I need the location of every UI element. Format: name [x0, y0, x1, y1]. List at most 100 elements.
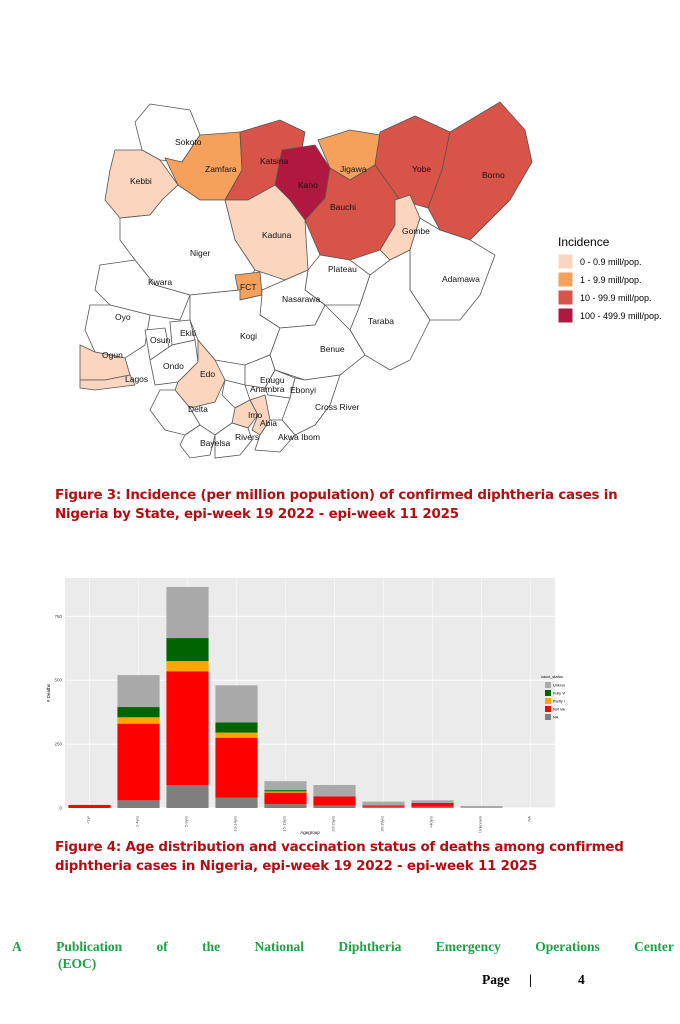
state-shape-borno [427, 101, 533, 241]
publication-footer: A Publication of the National Diphtheria Emerg… [12, 938, 674, 972]
state-label-kaduna: Kaduna [262, 230, 292, 240]
bar-5-9yrs-na [166, 785, 209, 808]
bar-1-4yrs-not-vacc [117, 723, 160, 801]
state-label-plateau: Plateau [328, 264, 357, 274]
state-shape-imo [231, 399, 259, 429]
x-tick-label-30-39yrs: 30-39yrs [380, 816, 385, 832]
chart-legend-label-not-vacc: Not Vacc [553, 708, 565, 712]
state-label-fct: FCT [240, 282, 257, 292]
bar-10-14yrs-partly-vacc [215, 732, 258, 738]
state-label-gombe: Gombe [402, 226, 430, 236]
bar-30-39yrs-na [362, 806, 405, 808]
y-axis-label: # Deaths [46, 683, 51, 702]
bar-15-19yrs-partly-vacc [264, 791, 307, 793]
y-tick-label-750: 750 [54, 614, 62, 619]
bar-5-9yrs-unknown [166, 586, 209, 639]
map-legend-swatch-1 [557, 271, 574, 288]
x-tick-label-1-4yrs: 1-4yrs [135, 816, 140, 827]
bars [68, 586, 503, 808]
state-label-kano: Kano [298, 180, 318, 190]
map-legend-swatch-2 [557, 289, 574, 306]
chart-legend-swatch-not-vacc [545, 706, 551, 712]
bar-10-14yrs-na [215, 797, 258, 808]
state-label-adamawa: Adamawa [442, 274, 480, 284]
state-label-borno: Borno [482, 170, 505, 180]
bar-1-4yrs-unknown [117, 675, 160, 708]
bar-40yrs-unknown [411, 800, 454, 803]
bar-20-29yrs-unknown [313, 785, 356, 797]
state-label-oyo: Oyo [115, 312, 131, 322]
footer-word-8: Center [634, 939, 674, 954]
chart-legend-label-fully-vacc: Fully Vacc [553, 692, 565, 696]
state-label-bayelsa: Bayelsa [200, 438, 231, 448]
bar-10-14yrs-unknown [215, 685, 258, 723]
chart-legend-title: vacci_status [541, 674, 563, 679]
state-label-kebbi: Kebbi [130, 176, 152, 186]
incidence-map: Sokoto Zamfara Katsina Jigawa Yobe Borno Kebbi… [79, 101, 662, 459]
state-shape-rivers [214, 422, 253, 459]
bar-40yrs-na [411, 806, 454, 808]
state-label-lagos: Lagos [125, 374, 148, 384]
bar-15-19yrs-not-vacc [264, 792, 307, 805]
page-separator: | [529, 972, 532, 987]
state-shape-oyo [84, 304, 151, 359]
state-shape-lagos [79, 374, 136, 391]
state-label-anambra: Anambra [250, 384, 285, 394]
x-tick-label-1yr: <1yr [86, 815, 91, 824]
page-label: Page [482, 972, 510, 987]
footer-word-4: National [254, 939, 304, 954]
bar-20-29yrs-na [313, 805, 356, 808]
state-label-zamfara: Zamfara [205, 164, 237, 174]
bar-15-19yrs-fully-vacc [264, 790, 307, 792]
state-label-cross-river: Cross River [315, 402, 360, 412]
x-axis-label: Agegroup [300, 830, 320, 835]
state-label-rivers: Rivers [235, 432, 259, 442]
chart-legend-label-na: NA [553, 716, 559, 720]
bar-1-4yrs-partly-vacc [117, 717, 160, 724]
state-shape-kwara [94, 259, 191, 321]
bar-40yrs-not-vacc [411, 802, 454, 807]
footer-eoc: (EOC) [58, 956, 97, 971]
bar-5-9yrs-partly-vacc [166, 661, 209, 672]
footer-word-6: Emergency [435, 939, 501, 954]
chart-legend-swatch-partly-vacc [545, 698, 551, 704]
footer-word-0: A [12, 939, 22, 954]
figure-3-caption: Figure 3: Incidence (per million populat… [55, 488, 618, 522]
x-tick-label-40yrs: >40yrs [429, 816, 434, 828]
state-label-enugu: Enugu [260, 375, 285, 385]
footer-word-5: Diphtheria [338, 939, 402, 954]
bar-1yr-not-vacc [68, 804, 111, 808]
state-label-benue: Benue [320, 344, 345, 354]
state-label-nasarawa: Nasarawa [282, 294, 321, 304]
map-legend-label-2: 10 - 99.9 mill/pop. [580, 293, 652, 303]
bar-20-29yrs-not-vacc [313, 796, 356, 806]
bar-unknown-unknown [460, 805, 503, 808]
x-tick-label-unknown: Unknown [478, 816, 483, 833]
bar-10-14yrs-fully-vacc [215, 722, 258, 733]
x-axis-ticks: <1yr 1-4yrs 5-9yrs 10-14yrs 15-19yrs 20-29yrs… [86, 815, 532, 832]
state-label-taraba: Taraba [368, 316, 394, 326]
footer-word-2: of [156, 939, 168, 954]
age-deaths-chart: 0 250 500 750 <1yr 1-4yrs 5-9yrs 10-14yrs 15-19… [46, 578, 565, 835]
bar-5-9yrs-not-vacc [166, 671, 209, 785]
chart-legend-swatch-na [545, 714, 551, 720]
chart-legend-label-partly-vacc: Partly Vacc [553, 700, 565, 704]
map-legend-label-1: 1 - 9.9 mill/pop. [580, 275, 642, 285]
map-legend-swatch-0 [557, 253, 574, 270]
chart-legend-swatch-unknown [545, 682, 551, 688]
bar-30-39yrs-not-vacc [362, 805, 405, 807]
x-tick-label-15-19yrs: 15-19yrs [282, 816, 287, 832]
bar-10-14yrs-not-vacc [215, 737, 258, 798]
state-label-yobe: Yobe [412, 164, 431, 174]
grid-lines [65, 578, 555, 809]
bar-5-9yrs-fully-vacc [166, 638, 209, 662]
y-axis-ticks: 0 250 500 750 [54, 614, 62, 811]
state-label-katsina: Katsina [260, 156, 289, 166]
state-label-kwara: Kwara [148, 277, 172, 287]
y-tick-label-500: 500 [54, 678, 62, 683]
footer-word-1: Publication [56, 939, 123, 954]
state-label-akwa-ibom: Akwa Ibom [278, 432, 320, 442]
state-label-ebonyi: Ebonyi [290, 385, 316, 395]
figure-4-caption: Figure 4: Age distribution and vaccinati… [55, 840, 624, 874]
state-label-osun: Osun [150, 335, 171, 345]
